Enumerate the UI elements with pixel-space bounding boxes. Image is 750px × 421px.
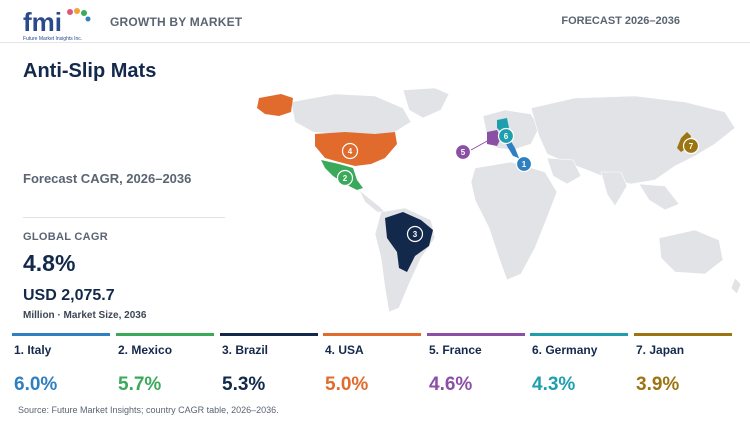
country-cagr-list: 1. Italy 6.0% 2. Mexico 5.7% 3. Brazil 5… (12, 333, 740, 403)
global-cagr-value: 4.8% (23, 250, 76, 276)
country-color-bar (427, 333, 525, 336)
svg-text:7: 7 (689, 142, 694, 151)
svg-text:3: 3 (413, 230, 418, 239)
svg-text:2: 2 (343, 174, 348, 183)
country-cagr-value: 5.3% (222, 374, 266, 395)
country-name: 4. USA (325, 343, 364, 357)
svg-text:fmi: fmi (23, 7, 62, 37)
svg-text:5: 5 (461, 148, 466, 157)
country-name: 7. Japan (636, 343, 685, 357)
land-greenland (402, 88, 450, 119)
land-middle-east (546, 157, 582, 185)
country-cagr-value: 4.6% (429, 374, 473, 395)
country-card-italy: 1. Italy 6.0% (12, 333, 110, 403)
land-africa (470, 161, 558, 281)
world-map: 1 2 3 4 5 6 7 (257, 88, 742, 313)
country-name: 6. Germany (532, 343, 598, 357)
map-france (487, 130, 501, 146)
country-cagr-value: 4.3% (532, 374, 576, 395)
map-alaska (257, 94, 293, 116)
country-card-japan: 7. Japan 3.9% (634, 333, 732, 403)
cagr-period-label: Forecast CAGR, 2026–2036 (23, 171, 192, 186)
land-australia (658, 229, 724, 275)
header-bar: fmi Future Market Insights Inc. GROWTH B… (0, 0, 750, 43)
country-name: 2. Mexico (118, 343, 173, 357)
marker-japan: 7 (682, 137, 700, 155)
country-name: 3. Brazil (222, 343, 269, 357)
land-new-zealand (730, 277, 742, 295)
land-india (600, 171, 628, 207)
country-color-bar (634, 333, 732, 336)
map-brazil (385, 212, 433, 272)
section-title: GROWTH BY MARKET (110, 15, 243, 29)
country-card-brazil: 3. Brazil 5.3% (220, 333, 318, 403)
country-card-mexico: 2. Mexico 5.7% (116, 333, 214, 403)
country-name: 1. Italy (14, 343, 52, 357)
divider (23, 217, 225, 218)
land-canada (290, 93, 412, 137)
global-cagr-label: GLOBAL CAGR (23, 231, 108, 243)
marker-germany: 6 (497, 127, 515, 145)
country-name: 5. France (429, 343, 482, 357)
marker-brazil: 3 (406, 225, 424, 243)
page-title: Anti-Slip Mats (23, 60, 157, 82)
land-central-america (358, 189, 386, 213)
marker-usa: 4 (341, 142, 359, 160)
svg-text:4: 4 (348, 147, 353, 156)
country-cagr-value: 5.7% (118, 374, 162, 395)
country-color-bar (530, 333, 628, 336)
country-color-bar (220, 333, 318, 336)
fmi-logo: fmi Future Market Insights Inc. (23, 7, 91, 42)
market-size-value: USD 2,075.7 (23, 287, 115, 304)
country-card-france: 5. France 4.6% (427, 333, 525, 403)
connector-france (470, 139, 490, 151)
marker-france: 5 (454, 143, 472, 161)
country-cagr-value: 5.0% (325, 374, 369, 395)
country-cagr-value: 6.0% (14, 374, 58, 395)
country-card-usa: 4. USA 5.0% (323, 333, 421, 403)
svg-text:Future Market Insights Inc.: Future Market Insights Inc. (23, 36, 82, 42)
country-card-germany: 6. Germany 4.3% (530, 333, 628, 403)
country-cagr-value: 3.9% (636, 374, 680, 395)
source-note: Source: Future Market Insights; country … (18, 405, 279, 415)
country-color-bar (12, 333, 110, 336)
marker-italy: 1 (515, 155, 533, 173)
land-southeast-asia (638, 183, 680, 211)
svg-text:6: 6 (504, 132, 509, 141)
country-color-bar (323, 333, 421, 336)
marker-mexico: 2 (336, 169, 354, 187)
market-size-note: Million · Market Size, 2036 (23, 310, 147, 321)
country-color-bar (116, 333, 214, 336)
svg-text:1: 1 (522, 160, 527, 169)
forecast-period: FORECAST 2026–2036 (561, 15, 680, 27)
